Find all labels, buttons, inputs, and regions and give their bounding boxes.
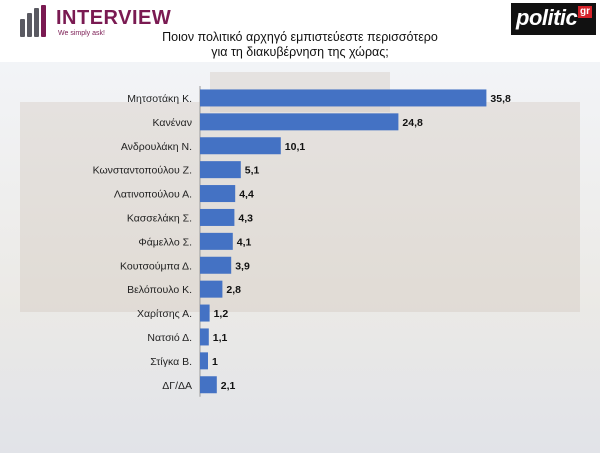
brand-tagline: We simply ask! [58, 30, 105, 37]
category-label: Στίγκα Β. [150, 356, 192, 368]
data-label: 1,2 [214, 308, 229, 320]
category-label: Μητσοτάκη Κ. [127, 93, 192, 105]
bar [200, 113, 399, 131]
data-label: 4,3 [238, 212, 253, 224]
category-label: Κουτσούμπα Δ. [120, 260, 192, 272]
data-label: 4,1 [237, 236, 252, 248]
header: INTERVIEW We simply ask! politic gr Ποιο… [0, 0, 600, 62]
category-label: Βελόπουλο Κ. [127, 284, 192, 296]
category-label: Φάμελλο Σ. [138, 236, 192, 248]
category-label: ΔΓ/ΔΑ [162, 380, 192, 392]
bar [200, 256, 232, 274]
chart-title-line-1: Ποιον πολιτικό αρχηγό εμπιστεύεστε περισ… [162, 30, 438, 44]
chart-title: Ποιον πολιτικό αρχηγό εμπιστεύεστε περισ… [120, 30, 480, 60]
brand-name: INTERVIEW [56, 7, 172, 29]
bar [200, 208, 235, 226]
category-label: Ανδρουλάκη Ν. [121, 141, 192, 153]
bar [200, 185, 236, 203]
data-label: 2,8 [226, 284, 241, 296]
bars-logo-icon [18, 5, 52, 39]
bars: Μητσοτάκη Κ. 35,8 Κανέναν 24,8 Ανδρουλάκη Ν.… [93, 89, 511, 394]
politic-logo: politic gr [511, 3, 596, 35]
bar [200, 280, 223, 298]
data-label: 10,1 [285, 141, 306, 153]
category-label: Λατινοπούλου Α. [114, 189, 192, 201]
data-label: 1 [212, 356, 218, 368]
bar [200, 376, 217, 394]
category-label: Κασσελάκη Σ. [127, 212, 192, 224]
bar [200, 89, 487, 107]
data-label: 1,1 [213, 332, 228, 344]
category-label: Χαρίτσης Α. [137, 308, 192, 320]
category-label: Νατσιό Δ. [147, 332, 192, 344]
data-label: 3,9 [235, 260, 250, 272]
bar [200, 232, 233, 250]
data-label: 35,8 [490, 93, 511, 105]
partner-suffix: gr [578, 6, 592, 18]
data-label: 5,1 [245, 165, 260, 177]
data-label: 2,1 [221, 380, 236, 392]
chart-title-line-2: για τη διακυβέρνηση της χώρας; [211, 45, 389, 59]
category-label: Κανέναν [153, 117, 192, 129]
data-label: 24,8 [402, 117, 423, 129]
bar [200, 137, 281, 155]
data-label: 4,4 [239, 189, 254, 201]
category-label: Κωνσταντοπούλου Ζ. [93, 165, 192, 177]
bar [200, 304, 210, 322]
partner-name: politic [516, 5, 578, 30]
building-silhouette [20, 102, 580, 312]
bar [200, 352, 208, 370]
bar [200, 161, 241, 179]
bar [200, 328, 209, 346]
interview-logo: INTERVIEW We simply ask! [18, 5, 172, 39]
